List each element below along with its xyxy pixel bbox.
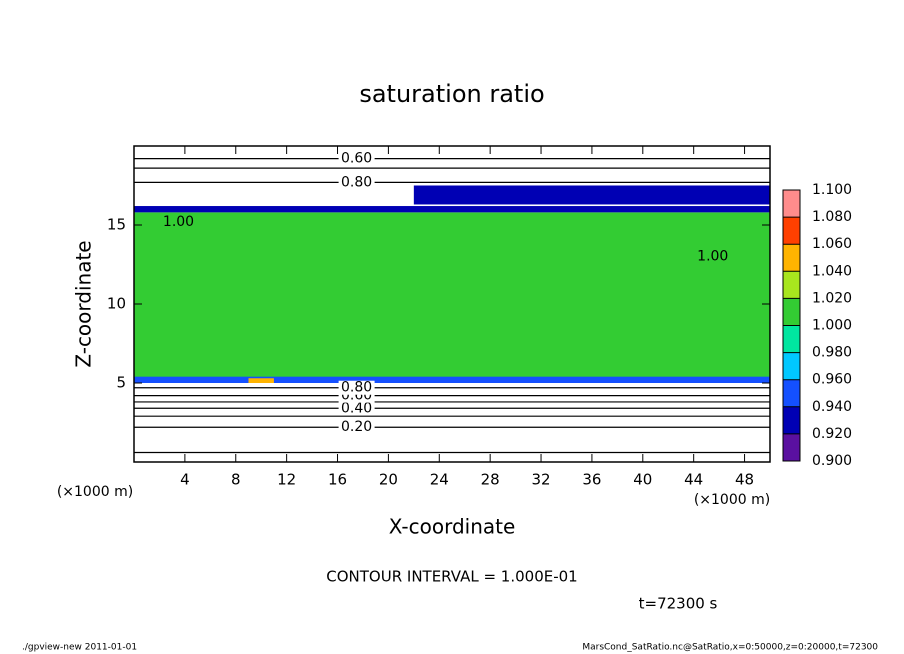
- colorbar-swatch: [783, 433, 800, 461]
- contour-interval: CONTOUR INTERVAL = 1.000E-01: [326, 568, 577, 586]
- y-tick-label: 5: [116, 374, 126, 392]
- x-tick-label: 4: [180, 471, 190, 489]
- time-label: t=72300 s: [639, 595, 718, 613]
- colorbar-label: 1.100: [812, 182, 852, 198]
- colorbar-label: 0.980: [812, 345, 852, 361]
- x-tick-label: 28: [481, 471, 500, 489]
- x-tick-label: 12: [277, 471, 296, 489]
- colorbar-swatch: [783, 190, 800, 218]
- x-unit: (×1000 m): [694, 492, 770, 508]
- contour-label: 0.40: [341, 400, 372, 416]
- x-tick-label: 32: [531, 471, 550, 489]
- contour-label-bg: [338, 380, 375, 395]
- contour-label: 1.00: [697, 249, 728, 265]
- footer-right: MarsCond_SatRatio.nc@SatRatio,x=0:50000,…: [582, 643, 878, 653]
- x-tick-label: 16: [328, 471, 347, 489]
- colorbar-swatch: [783, 271, 800, 299]
- colorbar-label: 0.940: [812, 399, 852, 415]
- x-tick-label: 20: [379, 471, 398, 489]
- colorbar-swatch: [783, 217, 800, 245]
- contour-label-bg: [338, 420, 375, 435]
- colorbar-label: 1.040: [812, 263, 852, 279]
- y-tick-label: 15: [107, 216, 126, 234]
- filled-region: [413, 185, 770, 205]
- filled-region: [134, 376, 770, 383]
- y-axis-label: Z-coordinate: [72, 240, 96, 367]
- y-unit: (×1000 m): [57, 484, 133, 500]
- chart-title: saturation ratio: [359, 80, 544, 108]
- x-axis-label: X-coordinate: [389, 515, 516, 539]
- colorbar-label: 0.920: [812, 426, 852, 442]
- filled-region: [248, 378, 274, 383]
- filled-region: [134, 206, 770, 213]
- x-tick-label: 48: [735, 471, 754, 489]
- colorbar-swatch: [783, 379, 800, 407]
- x-tick-label: 8: [231, 471, 241, 489]
- footer-left: ./gpview-new 2011-01-01: [22, 643, 137, 653]
- contour-label-bg: [338, 175, 375, 190]
- colorbar-label: 1.080: [812, 209, 852, 225]
- x-tick-label: 40: [633, 471, 652, 489]
- colorbar-swatch: [783, 352, 800, 380]
- contour-label-bg: [338, 401, 375, 416]
- x-tick-label: 44: [684, 471, 703, 489]
- contour-label: 0.20: [341, 419, 372, 435]
- colorbar-swatch: [783, 325, 800, 353]
- contour-label-bg: [338, 151, 375, 166]
- colorbar-label: 0.900: [812, 453, 852, 469]
- colorbar-label: 0.960: [812, 372, 852, 388]
- contour-label: 1.00: [163, 214, 194, 230]
- colorbar-label: 1.020: [812, 290, 852, 306]
- contour-label: 0.80: [341, 174, 372, 190]
- colorbar-swatch: [783, 244, 800, 272]
- contour-label: 0.80: [341, 380, 372, 396]
- colorbar-label: 1.000: [812, 318, 852, 334]
- contour-label: 0.60: [341, 151, 372, 167]
- filled-region: [134, 212, 770, 383]
- colorbar-label: 1.060: [812, 236, 852, 252]
- x-tick-label: 36: [582, 471, 601, 489]
- x-tick-label: 24: [430, 471, 449, 489]
- colorbar-swatch: [783, 298, 800, 326]
- y-tick-label: 10: [107, 295, 126, 313]
- colorbar-swatch: [783, 406, 800, 434]
